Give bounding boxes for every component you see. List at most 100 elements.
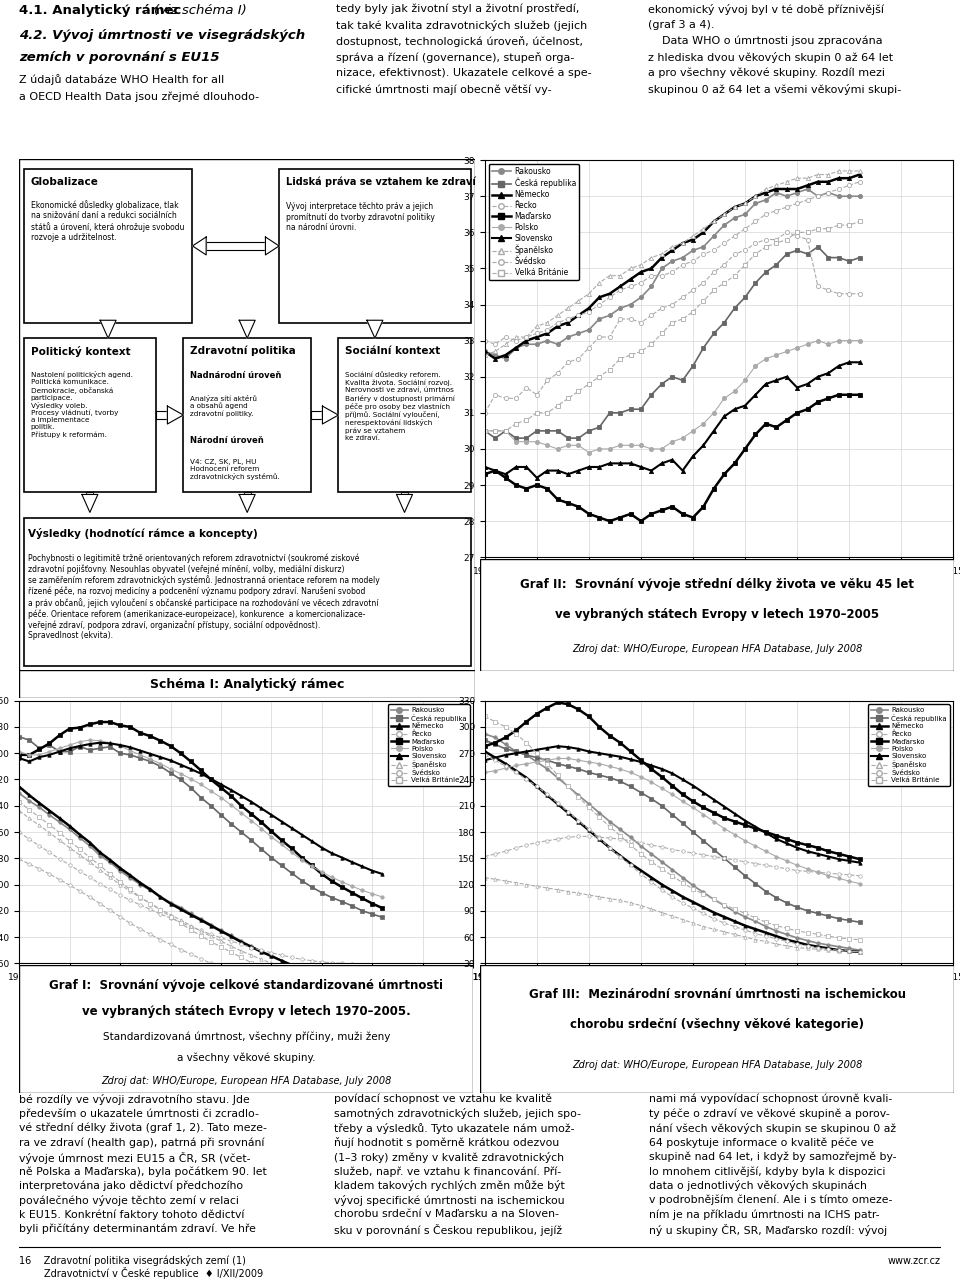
Text: vývoj specifické úmrtnosti na ischemickou: vývoj specifické úmrtnosti na ischemicko…	[334, 1195, 564, 1205]
Text: 4.1. Analytický rámec: 4.1. Analytický rámec	[19, 4, 186, 17]
Text: Sociální kontext: Sociální kontext	[346, 346, 441, 356]
FancyBboxPatch shape	[244, 492, 251, 494]
Text: tedy byly jak životní styl a životní prostředí,: tedy byly jak životní styl a životní pro…	[336, 4, 580, 14]
Legend: Rakousko, Česká republika, Německo, Řecko, Maďarsko, Polsko, Slovensko, Španělsk: Rakousko, Česká republika, Německo, Řeck…	[489, 164, 579, 281]
FancyBboxPatch shape	[105, 320, 111, 323]
Text: ra ve zdraví (health gap), patrná při srovnání: ra ve zdraví (health gap), patrná při sr…	[19, 1138, 265, 1148]
Text: Zdravotnictví v České republice  ♦ I/XII/2009: Zdravotnictví v České republice ♦ I/XII/…	[19, 1267, 263, 1278]
Text: byli přičítány determinantám zdraví. Ve hře: byli přičítány determinantám zdraví. Ve …	[19, 1223, 256, 1235]
Polygon shape	[192, 237, 206, 255]
Text: ve vybraných státech Evropy v letech 1970–2005: ve vybraných státech Evropy v letech 197…	[555, 608, 879, 621]
Text: Vývoj interpretace těchto práv a jejich
promítnutí do tvorby zdravotní politiky
: Vývoj interpretace těchto práv a jejich …	[286, 202, 435, 232]
Text: ve vybraných státech Evropy v letech 1970–2005.: ve vybraných státech Evropy v letech 197…	[82, 1006, 411, 1018]
FancyBboxPatch shape	[19, 670, 475, 698]
FancyBboxPatch shape	[311, 411, 323, 419]
Polygon shape	[167, 406, 183, 424]
Text: Nastolení politických agend.
Politická komunikace.
Demokracie, občanská
particip: Nastolení politických agend. Politická k…	[31, 371, 132, 438]
Text: Schéma I: Analytický rámec: Schéma I: Analytický rámec	[150, 678, 345, 690]
Text: vývoje úmrnost mezi EU15 a ČR, SR (včet-: vývoje úmrnost mezi EU15 a ČR, SR (včet-	[19, 1152, 251, 1163]
Text: Graf I:  Srovnání vývoje celkové standardizované úmrtnosti: Graf I: Srovnání vývoje celkové standard…	[49, 979, 444, 991]
Text: Politický kontext: Politický kontext	[31, 346, 131, 357]
Text: data o jednotlivých věkových skupinách: data o jednotlivých věkových skupinách	[649, 1181, 867, 1191]
FancyBboxPatch shape	[401, 492, 408, 494]
Legend: Rakousko, Česká republika, Německo, Řecko, Maďarsko, Polsko, Slovensko, Španělsk: Rakousko, Česká republika, Německo, Řeck…	[388, 705, 469, 787]
Text: ňují hodnotit s poměrně krátkou odezvou: ňují hodnotit s poměrně krátkou odezvou	[334, 1138, 560, 1148]
Text: ný u skupiny ČR, SR, Maďarsko rozdíl: vývoj: ný u skupiny ČR, SR, Maďarsko rozdíl: vý…	[649, 1223, 887, 1236]
Text: ekonomický vývoj byl v té době příznivější: ekonomický vývoj byl v té době příznivěj…	[648, 4, 884, 15]
Text: dostupnost, technologická úroveň, účelnost,: dostupnost, technologická úroveň, účelno…	[336, 36, 583, 47]
Text: chorobu srdeční (všechny věkové kategorie): chorobu srdeční (všechny věkové kategori…	[570, 1018, 864, 1031]
Text: 64 poskytuje informace o kvalitě péče ve: 64 poskytuje informace o kvalitě péče ve	[649, 1138, 874, 1148]
Polygon shape	[266, 237, 279, 255]
Text: nami má vypovídací schopnost úrovně kvali-: nami má vypovídací schopnost úrovně kval…	[649, 1094, 892, 1104]
Polygon shape	[82, 494, 98, 512]
FancyBboxPatch shape	[279, 169, 470, 323]
Text: Zdroj dat: WHO/Europe, European HFA Database, July 2008: Zdroj dat: WHO/Europe, European HFA Data…	[572, 1059, 862, 1070]
Polygon shape	[323, 406, 339, 424]
Text: tak také kvalita zdravotnických služeb (jejich: tak také kvalita zdravotnických služeb (…	[336, 20, 588, 31]
Text: bé rozdíly ve vývoji zdravotního stavu. Jde: bé rozdíly ve vývoji zdravotního stavu. …	[19, 1094, 250, 1106]
FancyBboxPatch shape	[480, 965, 954, 1093]
FancyBboxPatch shape	[86, 492, 93, 494]
Text: (graf 3 a 4).: (graf 3 a 4).	[648, 20, 714, 29]
Text: správa a řízení (governance), stupeň orga-: správa a řízení (governance), stupeň org…	[336, 53, 574, 63]
FancyBboxPatch shape	[19, 965, 473, 1093]
Polygon shape	[239, 320, 255, 338]
Text: Zdravotní politika: Zdravotní politika	[190, 346, 296, 356]
Text: služeb, např. ve vztahu k financování. Pří-: služeb, např. ve vztahu k financování. P…	[334, 1166, 562, 1176]
Text: ty péče o zdraví ve věkové skupině a porov-: ty péče o zdraví ve věkové skupině a por…	[649, 1108, 890, 1118]
Text: Graf II:  Srovnání vývoje střední délky života ve věku 45 let: Graf II: Srovnání vývoje střední délky ž…	[520, 578, 914, 591]
Text: a OECD Health Data jsou zřejmé dlouhodo-: a OECD Health Data jsou zřejmé dlouhodo-	[19, 91, 259, 101]
Text: 16    Zdravotní politika visegrádských zemí (1): 16 Zdravotní politika visegrádských zemí…	[19, 1255, 246, 1266]
Polygon shape	[100, 320, 116, 338]
Text: nizace, efektivnost). Ukazatele celkové a spe-: nizace, efektivnost). Ukazatele celkové …	[336, 68, 591, 78]
FancyBboxPatch shape	[206, 242, 266, 250]
Text: poválečného vývoje těchto zemí v relaci: poválečného vývoje těchto zemí v relaci	[19, 1195, 239, 1205]
Legend: Rakousko, Česká republika, Německo, Řecko, Maďarsko, Polsko, Slovensko, Španělsk: Rakousko, Česká republika, Německo, Řeck…	[868, 705, 949, 787]
Text: interpretována jako dědictví předchozího: interpretována jako dědictví předchozího	[19, 1181, 243, 1191]
FancyBboxPatch shape	[480, 559, 954, 671]
Text: Zdroj dat: WHO/Europe, European HFA Database, July 2008: Zdroj dat: WHO/Europe, European HFA Data…	[101, 1076, 392, 1086]
Text: www.zcr.cz: www.zcr.cz	[888, 1257, 941, 1266]
Text: Standardizovaná úmrtnost, všechny příčiny, muži ženy: Standardizovaná úmrtnost, všechny příčin…	[103, 1031, 390, 1041]
Text: Z údajů databáze WHO Health for all: Z údajů databáze WHO Health for all	[19, 74, 225, 85]
Text: Globalizace: Globalizace	[31, 177, 99, 187]
Text: Data WHO o úmrtnosti jsou zpracována: Data WHO o úmrtnosti jsou zpracována	[648, 36, 882, 46]
Text: Graf III:  Mezinárodní srovnání úmrtnosti na ischemickou: Graf III: Mezinárodní srovnání úmrtnosti…	[529, 988, 905, 1000]
FancyBboxPatch shape	[19, 159, 475, 671]
Text: ně Polska a Maďarska), byla počátkem 90. let: ně Polska a Maďarska), byla počátkem 90.…	[19, 1166, 267, 1176]
Text: chorobu srdeční v Maďarsku a na Sloven-: chorobu srdeční v Maďarsku a na Sloven-	[334, 1209, 559, 1220]
Text: vé střední délky života (graf 1, 2). Tato meze-: vé střední délky života (graf 1, 2). Tat…	[19, 1123, 267, 1134]
Text: Analýza sítí aktérů
a obsahů agend
zdravotní politiky.: Analýza sítí aktérů a obsahů agend zdrav…	[190, 395, 257, 418]
Text: Zdroj dat: WHO/Europe, European HFA Database, July 2008: Zdroj dat: WHO/Europe, European HFA Data…	[572, 643, 862, 653]
FancyBboxPatch shape	[156, 411, 167, 419]
Text: V4: CZ, SK, PL, HU
Hodnocení reforem
zdravotnických systémů.: V4: CZ, SK, PL, HU Hodnocení reforem zdr…	[190, 459, 280, 480]
Text: skupinou 0 až 64 let a všemi věkovými skupi-: skupinou 0 až 64 let a všemi věkovými sk…	[648, 85, 901, 95]
Text: cifické úmrtnosti mají obecně větší vy-: cifické úmrtnosti mají obecně větší vy-	[336, 85, 552, 95]
Text: z hlediska dvou věkových skupin 0 až 64 let: z hlediska dvou věkových skupin 0 až 64 …	[648, 53, 893, 63]
Text: Lidská práva se vztahem ke zdraví: Lidská práva se vztahem ke zdraví	[286, 177, 476, 187]
Text: v podrobnějším členení. Ale i s tímto omeze-: v podrobnějším členení. Ale i s tímto om…	[649, 1195, 893, 1205]
Polygon shape	[367, 320, 383, 338]
FancyBboxPatch shape	[24, 338, 156, 492]
Text: Sociální důsledky reforem.
Kvalita života. Sociální rozvoj.
Nerovnosti ve zdraví: Sociální důsledky reforem. Kvalita život…	[346, 371, 455, 441]
FancyBboxPatch shape	[339, 338, 470, 492]
Text: kladem takových rychlých změn může být: kladem takových rychlých změn může být	[334, 1181, 564, 1191]
FancyBboxPatch shape	[183, 338, 311, 492]
Text: povídací schopnost ve vztahu ke kvalitě: povídací schopnost ve vztahu ke kvalitě	[334, 1094, 552, 1104]
Text: k EU15. Konkrétní faktory tohoto dědictví: k EU15. Konkrétní faktory tohoto dědictv…	[19, 1209, 245, 1220]
Polygon shape	[396, 494, 413, 512]
Text: samotných zdravotnických služeb, jejich spo-: samotných zdravotnických služeb, jejich …	[334, 1108, 581, 1120]
Text: a pro všechny věkové skupiny. Rozdíl mezi: a pro všechny věkové skupiny. Rozdíl mez…	[648, 68, 885, 78]
Text: nání všech věkových skupin se skupinou 0 až: nání všech věkových skupin se skupinou 0…	[649, 1123, 896, 1134]
FancyBboxPatch shape	[244, 320, 251, 323]
Text: především o ukazatele úmrtnosti či zcradlo-: především o ukazatele úmrtnosti či zcrad…	[19, 1108, 259, 1118]
Text: Ekonomické důsledky globalizace, tlak
na snižování daní a redukci sociálních
stá: Ekonomické důsledky globalizace, tlak na…	[31, 200, 184, 242]
FancyBboxPatch shape	[372, 320, 378, 323]
Text: (1–3 roky) změny v kvalitě zdravotnických: (1–3 roky) změny v kvalitě zdravotnickýc…	[334, 1152, 564, 1163]
Text: Výsledky (hodnotící rámce a koncepty): Výsledky (hodnotící rámce a koncepty)	[29, 528, 258, 539]
Text: třeby a výsledků. Tyto ukazatele nám umož-: třeby a výsledků. Tyto ukazatele nám umo…	[334, 1123, 575, 1134]
Text: sku v porovnání s Českou republikou, jejíž: sku v porovnání s Českou republikou, jej…	[334, 1223, 563, 1236]
Text: skupině nad 64 let, i když by samozřejmě by-: skupině nad 64 let, i když by samozřejmě…	[649, 1152, 897, 1162]
Text: zemích v porovnání s EU15: zemích v porovnání s EU15	[19, 51, 220, 64]
